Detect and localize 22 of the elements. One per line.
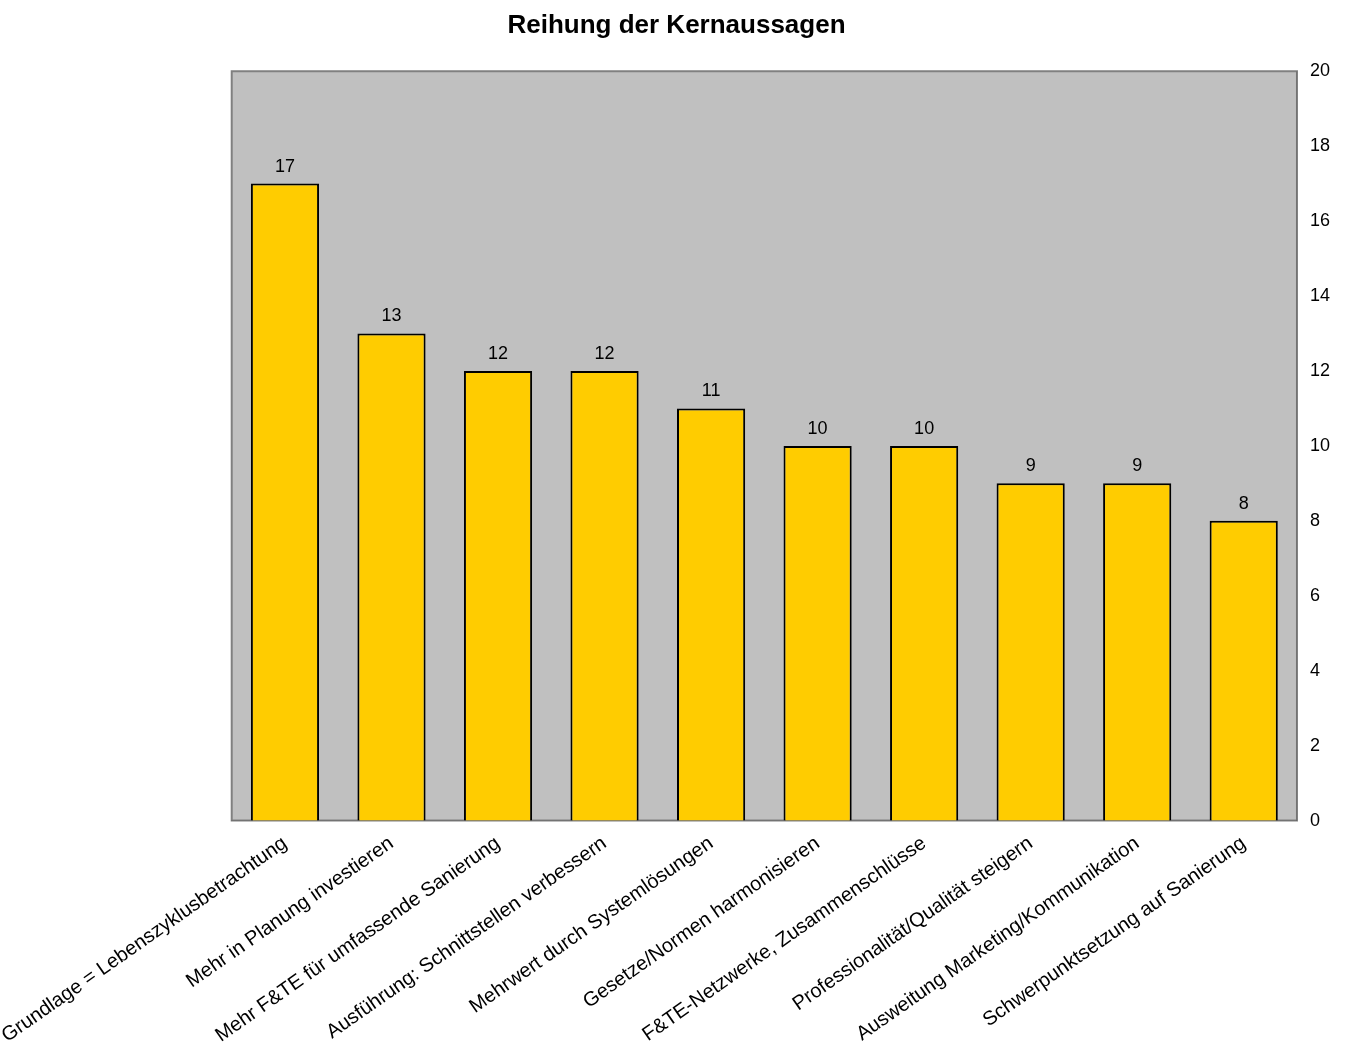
y-tick-label: 2 xyxy=(1309,734,1320,755)
data-label: 12 xyxy=(488,342,509,363)
y-tick-label: 18 xyxy=(1309,135,1331,156)
data-label: 11 xyxy=(701,380,721,401)
y-tick-label: 14 xyxy=(1309,284,1331,305)
y-tick-label: 4 xyxy=(1309,659,1320,680)
y-tick-label: 20 xyxy=(1309,60,1331,81)
y-tick-label: 8 xyxy=(1309,509,1320,530)
y-tick-label: 16 xyxy=(1309,210,1331,231)
data-label: 13 xyxy=(381,305,402,326)
data-label: 10 xyxy=(807,417,828,438)
data-label: 17 xyxy=(274,155,295,176)
chart-title: Reihung der Kernaussagen xyxy=(507,8,846,39)
y-tick-label: 6 xyxy=(1309,584,1320,605)
data-label: 10 xyxy=(914,417,935,438)
data-label: 9 xyxy=(1132,455,1143,476)
data-label: 12 xyxy=(594,342,615,363)
y-tick-label: 10 xyxy=(1309,434,1331,455)
y-tick-label: 0 xyxy=(1309,809,1320,830)
data-label: 8 xyxy=(1238,492,1249,513)
data-label: 9 xyxy=(1025,455,1036,476)
y-tick-label: 12 xyxy=(1309,359,1331,380)
